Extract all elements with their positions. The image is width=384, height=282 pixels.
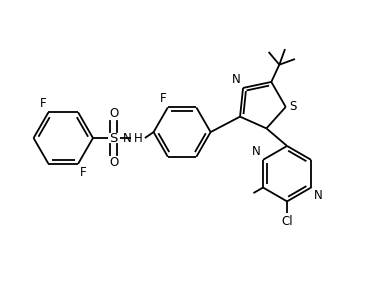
Text: S: S [109,131,118,145]
Text: O: O [109,156,118,169]
Text: N: N [252,145,261,158]
Text: O: O [109,107,118,120]
Text: N: N [122,131,131,145]
Text: S: S [289,100,296,113]
Text: F: F [160,92,166,105]
Text: F: F [80,166,86,179]
Text: H: H [134,131,142,145]
Text: Cl: Cl [281,215,293,228]
Text: F: F [40,97,47,110]
Text: N: N [313,189,322,202]
Text: N: N [232,72,241,85]
